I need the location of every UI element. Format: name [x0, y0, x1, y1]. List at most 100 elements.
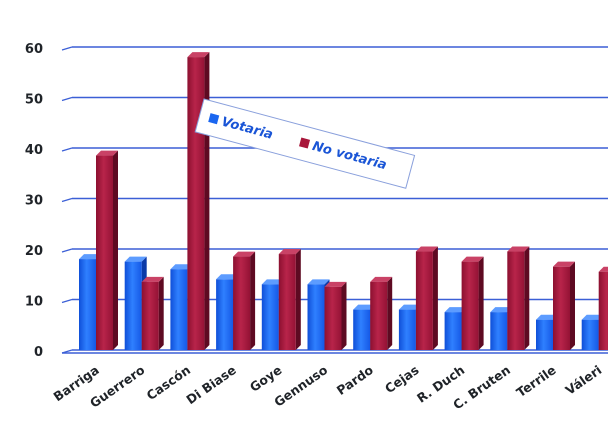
- bar-no-votaria: [598, 266, 608, 350]
- bar-side: [341, 281, 347, 350]
- bar-top: [553, 261, 575, 267]
- bar-top: [370, 276, 393, 282]
- bar-front: [415, 251, 433, 350]
- bar-front: [461, 261, 479, 350]
- legend-swatch-votaria: [208, 113, 220, 125]
- bar-side: [524, 246, 530, 350]
- y-tick-label: 0: [34, 345, 43, 360]
- bar-no-votaria: [461, 256, 484, 350]
- bar-top: [507, 246, 530, 252]
- bar-front: [553, 266, 570, 350]
- bar-top: [398, 304, 421, 310]
- x-tick-label: Cejas: [382, 362, 422, 396]
- gridline-edge: [61, 96, 73, 102]
- bar-side: [478, 256, 484, 350]
- bar-no-votaria: [96, 150, 118, 350]
- bar-front: [398, 309, 416, 350]
- bar-front: [507, 251, 525, 350]
- x-tick-label: Pardo: [334, 362, 376, 398]
- bar-front: [490, 312, 508, 350]
- bar-front: [233, 256, 251, 350]
- y-tick-label: 20: [25, 244, 43, 259]
- bar-top: [444, 307, 467, 313]
- bar-top: [324, 281, 347, 287]
- bar-no-votaria: [233, 251, 256, 350]
- bar-top: [415, 246, 438, 252]
- bar-top: [187, 52, 210, 58]
- bar-side: [295, 249, 301, 350]
- bar-top: [124, 256, 147, 262]
- bar-front: [444, 312, 462, 350]
- bar-top: [79, 254, 101, 260]
- bar-front: [261, 284, 279, 350]
- bar-front: [278, 254, 296, 350]
- bar-top: [307, 279, 330, 285]
- bar-front: [170, 269, 188, 350]
- bar-no-votaria: [187, 52, 210, 350]
- bar-front: [353, 309, 371, 350]
- bar-side: [113, 150, 118, 350]
- y-tick-label: 10: [25, 295, 43, 310]
- bar-top: [261, 279, 284, 285]
- bar-front: [141, 281, 159, 350]
- legend: Votaria No votaria: [194, 98, 416, 189]
- bar-front: [536, 319, 553, 350]
- y-tick-label: 40: [25, 143, 43, 158]
- bar-no-votaria: [324, 281, 347, 350]
- gridline-edge: [61, 298, 73, 304]
- gridline-edge: [61, 46, 73, 51]
- bar-side: [250, 251, 256, 350]
- bar-no-votaria: [507, 246, 530, 350]
- bar-votaria: [490, 307, 513, 350]
- bar-top: [536, 314, 558, 320]
- gridlines: [61, 46, 608, 354]
- bar-front: [598, 271, 608, 350]
- bar-front: [216, 279, 234, 350]
- bar-top: [581, 314, 604, 320]
- bar-no-votaria: [141, 276, 164, 350]
- gridline-edge: [61, 248, 73, 253]
- bar-top: [353, 304, 376, 310]
- bar-top: [598, 266, 608, 272]
- bar-no-votaria: [278, 249, 301, 350]
- x-tick-label: Goye: [247, 362, 285, 395]
- x-tick-label: Di Biase: [183, 362, 238, 407]
- bar-top: [141, 276, 164, 282]
- bar-side: [204, 52, 210, 350]
- bar-front: [96, 155, 113, 350]
- bar-front: [187, 57, 205, 350]
- bar-top: [461, 256, 484, 262]
- gridline-edge: [61, 147, 73, 152]
- bar-side: [570, 261, 575, 350]
- bar-no-votaria: [370, 276, 393, 350]
- bar-top: [170, 264, 193, 270]
- bar-front: [370, 281, 388, 350]
- gridline-edge: [61, 197, 73, 203]
- x-tick-label: Váleri: [563, 362, 605, 398]
- legend-swatch-no-votaria: [299, 137, 311, 149]
- bar-front: [581, 319, 599, 350]
- bar-front: [124, 261, 142, 350]
- bars: [79, 52, 608, 350]
- bar-top: [216, 274, 239, 280]
- y-axis-ticks: 0 10 20 30 40 50 60: [25, 42, 43, 360]
- bar-top: [233, 251, 256, 257]
- bar-top: [96, 150, 118, 156]
- y-tick-label: 50: [25, 93, 43, 108]
- y-tick-label: 30: [25, 194, 43, 209]
- y-tick-label: 60: [25, 42, 43, 57]
- bar-front: [79, 259, 96, 350]
- bar-front: [307, 284, 325, 350]
- bar-side: [158, 276, 164, 350]
- bar-no-votaria: [415, 246, 438, 350]
- x-tick-label: Terrile: [513, 362, 558, 400]
- bar-no-votaria: [553, 261, 575, 350]
- bar-front: [324, 286, 342, 350]
- bar-top: [278, 249, 301, 255]
- bar-top: [490, 307, 513, 313]
- bar-side: [387, 276, 393, 350]
- bar-side: [432, 246, 438, 350]
